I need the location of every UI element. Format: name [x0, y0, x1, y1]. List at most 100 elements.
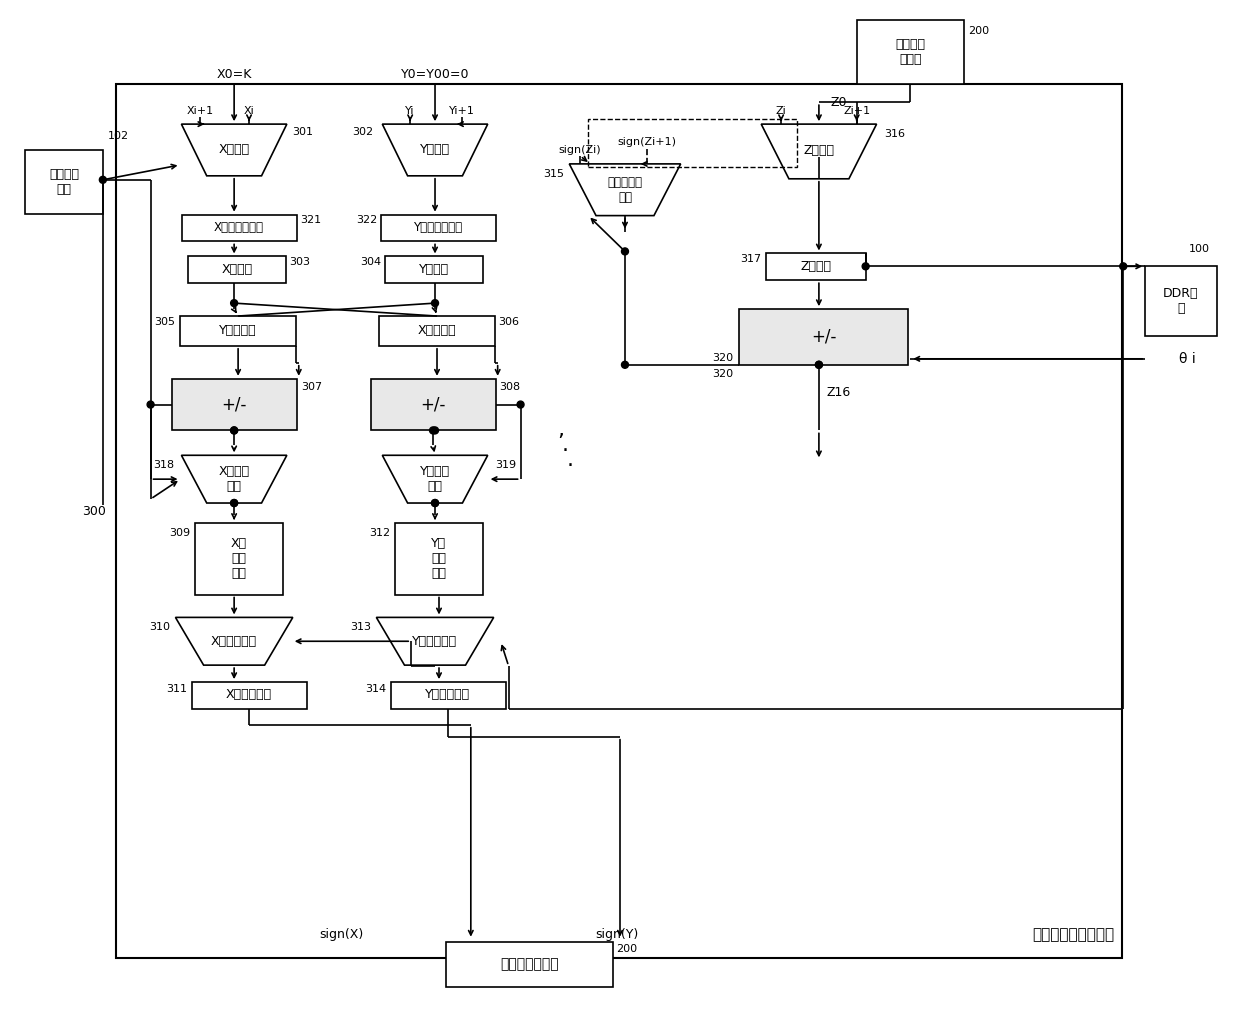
Text: Y右移位器: Y右移位器: [219, 324, 257, 338]
Text: 305: 305: [155, 317, 175, 328]
Bar: [25, 150, 103, 214]
Text: 迭代计数
模块: 迭代计数 模块: [50, 167, 79, 196]
Circle shape: [432, 500, 439, 507]
Text: .: .: [562, 435, 569, 455]
Bar: [182, 215, 296, 241]
Polygon shape: [175, 618, 293, 665]
Text: 角度预处
理模块: 角度预处 理模块: [895, 38, 925, 66]
Circle shape: [148, 402, 154, 408]
Text: Y输出选
择器: Y输出选 择器: [420, 465, 450, 493]
Bar: [188, 257, 286, 283]
Bar: [766, 254, 866, 280]
Text: Z0: Z0: [831, 95, 847, 108]
Circle shape: [621, 248, 629, 255]
Text: Xi+1: Xi+1: [187, 106, 213, 117]
Text: 角度预处理模块: 角度预处理模块: [500, 957, 559, 971]
Text: Zi: Zi: [776, 106, 786, 117]
Circle shape: [231, 427, 238, 434]
Text: 301: 301: [291, 127, 312, 137]
Text: X0=K: X0=K: [217, 68, 252, 81]
Bar: [857, 19, 965, 84]
Bar: [1145, 267, 1216, 336]
Text: Xi: Xi: [244, 106, 254, 117]
Circle shape: [816, 361, 822, 368]
Circle shape: [432, 500, 439, 507]
Text: 307: 307: [301, 381, 322, 391]
Text: .: .: [567, 450, 574, 470]
Text: Y选择器: Y选择器: [420, 143, 450, 156]
Text: 100: 100: [1189, 244, 1210, 255]
Circle shape: [432, 427, 439, 434]
Text: X符号位扩展器: X符号位扩展器: [215, 221, 264, 234]
Polygon shape: [382, 124, 487, 175]
Text: 309: 309: [169, 528, 191, 537]
Text: +/-: +/-: [222, 395, 247, 414]
Bar: [588, 119, 797, 167]
Bar: [386, 257, 482, 283]
Bar: [379, 316, 495, 346]
Text: 318: 318: [154, 460, 175, 470]
Text: X结果选择器: X结果选择器: [211, 635, 257, 648]
Text: DDR模
块: DDR模 块: [1163, 287, 1199, 315]
Circle shape: [621, 361, 629, 368]
Text: 317: 317: [740, 255, 761, 265]
Text: 316: 316: [884, 129, 905, 139]
Text: Z选择器: Z选择器: [804, 144, 835, 157]
Bar: [192, 682, 306, 709]
Text: X结果寄存器: X结果寄存器: [226, 689, 272, 702]
Text: +/-: +/-: [811, 328, 837, 346]
Text: X选择器: X选择器: [218, 143, 249, 156]
Circle shape: [231, 427, 238, 434]
Text: 314: 314: [365, 684, 387, 694]
Circle shape: [517, 402, 525, 408]
Text: 310: 310: [150, 623, 170, 633]
Text: Y寄存器: Y寄存器: [419, 263, 449, 276]
Text: 303: 303: [289, 258, 310, 268]
Polygon shape: [382, 455, 487, 503]
Text: 315: 315: [543, 169, 564, 178]
Circle shape: [231, 300, 238, 306]
Text: 308: 308: [500, 381, 521, 391]
Circle shape: [1120, 263, 1127, 270]
Bar: [382, 215, 496, 241]
Text: 102: 102: [108, 131, 129, 141]
Text: 321: 321: [300, 215, 321, 224]
Bar: [392, 682, 506, 709]
Circle shape: [99, 176, 107, 184]
Text: sign(Zi+1): sign(Zi+1): [618, 137, 676, 147]
Bar: [196, 523, 283, 594]
Text: θ i: θ i: [1179, 352, 1195, 366]
Polygon shape: [761, 124, 877, 178]
Text: sign(Y): sign(Y): [595, 928, 639, 941]
Polygon shape: [181, 455, 286, 503]
Text: 320: 320: [712, 369, 733, 379]
Text: +/-: +/-: [420, 395, 445, 414]
Polygon shape: [569, 164, 681, 216]
Text: Y0=Y00=0: Y0=Y00=0: [401, 68, 469, 81]
Circle shape: [429, 427, 436, 434]
Text: sign(X): sign(X): [320, 928, 363, 941]
Text: 304: 304: [360, 258, 382, 268]
Bar: [739, 309, 909, 365]
Text: Zi+1: Zi+1: [843, 106, 870, 117]
Text: 306: 306: [498, 317, 520, 328]
Text: Y结果选择器: Y结果选择器: [413, 635, 458, 648]
Bar: [172, 378, 296, 430]
Text: ,: ,: [557, 421, 564, 440]
Text: 200: 200: [616, 944, 637, 953]
Text: 319: 319: [495, 460, 516, 470]
Circle shape: [231, 500, 238, 507]
Text: Z16: Z16: [827, 386, 851, 400]
Bar: [371, 378, 496, 430]
Text: 角度符号选
择器: 角度符号选 择器: [608, 175, 642, 204]
Circle shape: [231, 500, 238, 507]
Text: 311: 311: [166, 684, 187, 694]
Text: Z寄存器: Z寄存器: [801, 260, 832, 273]
Text: Y负
数处
理器: Y负 数处 理器: [432, 537, 446, 580]
Polygon shape: [377, 618, 494, 665]
Text: 200: 200: [968, 25, 990, 35]
Bar: [396, 523, 482, 594]
Circle shape: [862, 263, 869, 270]
Circle shape: [816, 361, 822, 368]
Text: Yi+1: Yi+1: [449, 106, 475, 117]
